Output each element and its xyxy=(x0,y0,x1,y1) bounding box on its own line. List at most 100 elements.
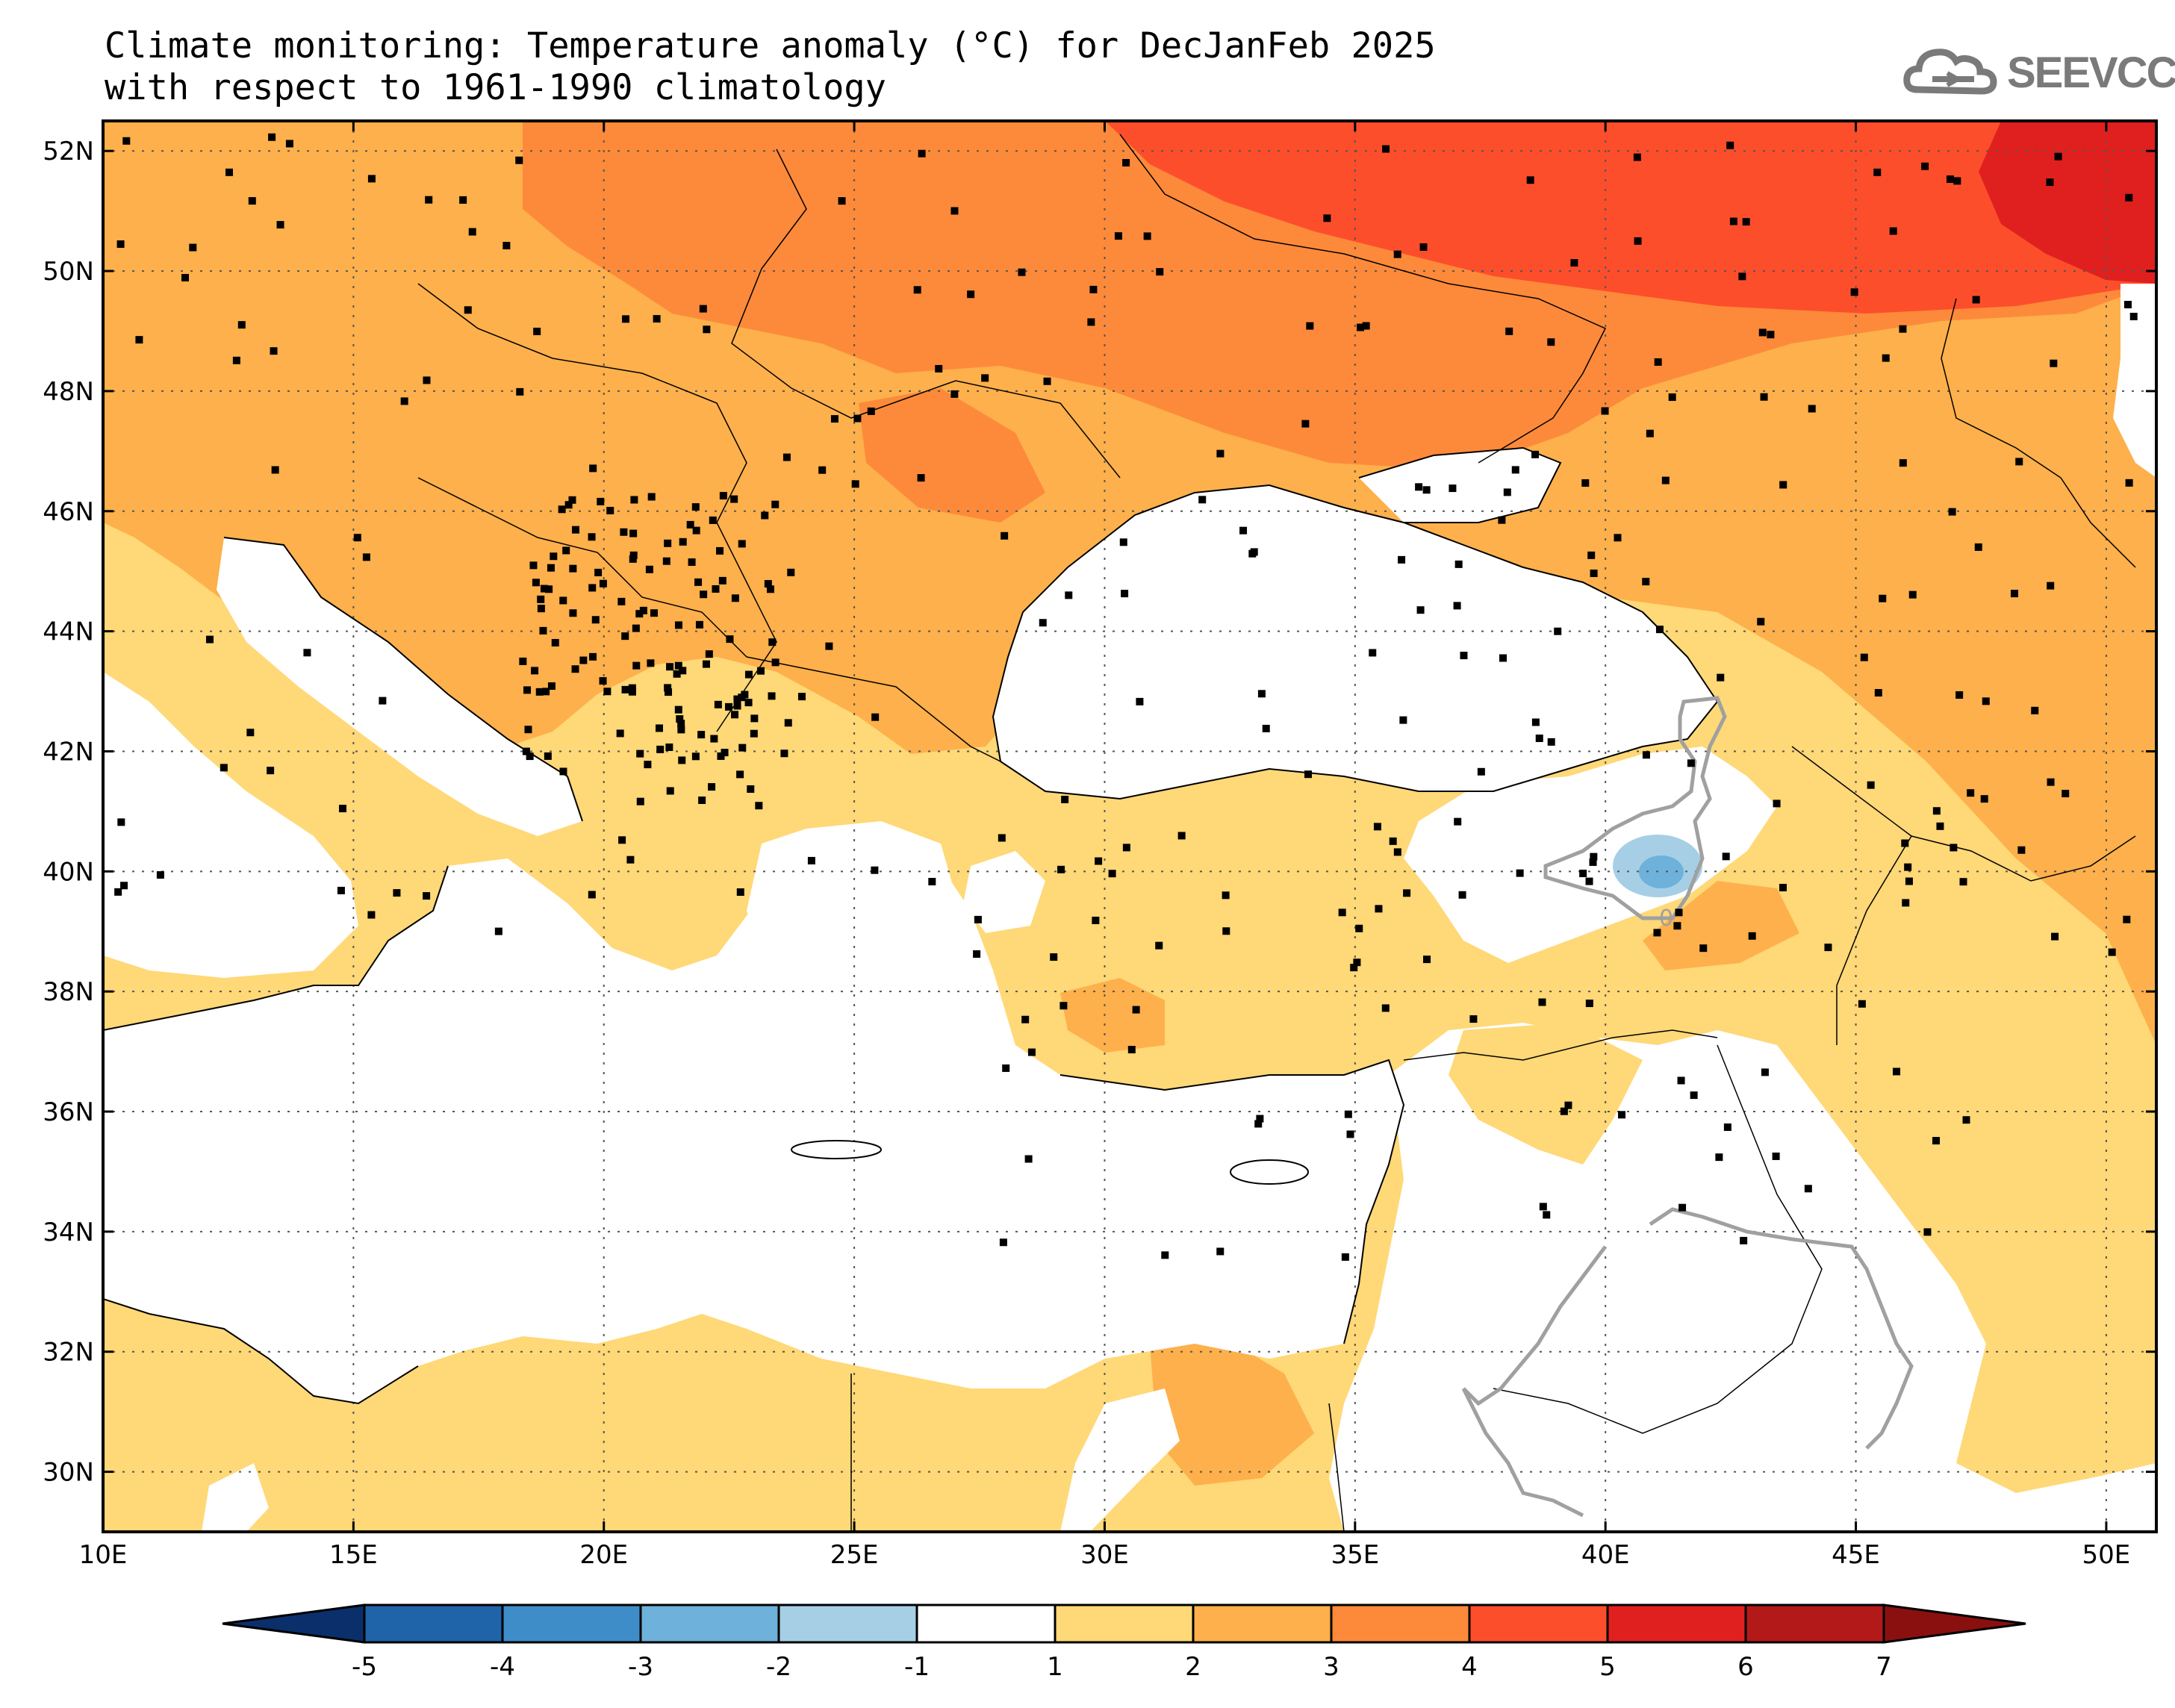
station-marker xyxy=(928,877,936,885)
station-marker xyxy=(1065,591,1073,599)
station-marker xyxy=(750,729,758,738)
station-marker xyxy=(1646,429,1654,437)
station-marker xyxy=(679,667,687,675)
station-marker xyxy=(730,495,738,503)
colorbar-box xyxy=(1330,1603,1471,1644)
station-marker xyxy=(205,635,214,643)
station-marker xyxy=(232,356,240,364)
station-marker xyxy=(1416,606,1425,614)
station-marker xyxy=(562,546,570,555)
station-marker xyxy=(1904,863,1912,871)
negative-anomaly-inner xyxy=(1639,855,1684,888)
lon-label: 30E xyxy=(1080,1540,1129,1570)
station-marker xyxy=(268,133,276,141)
station-marker xyxy=(1690,1091,1698,1100)
station-marker xyxy=(1579,870,1587,878)
station-marker xyxy=(1723,1123,1731,1131)
station-marker xyxy=(1980,795,1988,803)
station-marker xyxy=(1353,959,1361,967)
station-marker xyxy=(1677,1076,1685,1085)
colorbar-label: 6 xyxy=(1737,1652,1754,1682)
station-marker xyxy=(1399,716,1407,724)
station-marker xyxy=(1346,1130,1354,1138)
station-marker xyxy=(271,466,279,474)
station-marker xyxy=(181,273,190,281)
station-marker xyxy=(1114,232,1122,240)
station-marker xyxy=(1850,288,1858,296)
station-marker xyxy=(1967,789,1975,797)
station-marker xyxy=(744,699,753,707)
station-marker xyxy=(120,882,128,890)
station-marker xyxy=(1262,724,1270,732)
station-marker xyxy=(639,606,647,614)
station-marker xyxy=(539,626,547,635)
station-marker xyxy=(246,729,255,737)
western-anatolia-low-anomaly xyxy=(963,851,1045,933)
station-marker xyxy=(1350,964,1358,972)
anomaly-field-2-3-patch-south xyxy=(1150,1329,1314,1486)
colorbar-label: 2 xyxy=(1185,1652,1201,1682)
zero-contour xyxy=(1461,696,1914,1518)
station-marker xyxy=(1879,594,1887,602)
anomaly-field-3-4-patch-carpathian xyxy=(859,388,1045,523)
station-marker xyxy=(537,605,545,613)
station-marker xyxy=(1344,1110,1352,1118)
station-marker xyxy=(726,635,734,643)
station-marker xyxy=(1057,865,1065,873)
station-marker xyxy=(117,818,125,826)
station-marker xyxy=(379,696,387,705)
station-marker xyxy=(1222,891,1230,900)
station-marker xyxy=(1357,323,1365,331)
station-marker xyxy=(529,561,538,570)
station-marker xyxy=(709,516,717,524)
station-marker xyxy=(515,156,523,164)
station-marker xyxy=(1742,218,1750,226)
caspian-no-data xyxy=(2113,284,2156,478)
station-marker xyxy=(1921,162,1929,170)
lon-label: 45E xyxy=(1832,1540,1880,1570)
station-marker xyxy=(967,290,975,299)
station-marker xyxy=(838,197,846,205)
station-marker xyxy=(2062,790,2070,798)
station-marker xyxy=(1024,1155,1033,1163)
station-marker xyxy=(825,642,833,650)
station-marker xyxy=(1950,844,1958,852)
station-marker xyxy=(635,610,644,618)
colorbar-label: -2 xyxy=(766,1652,791,1682)
station-marker xyxy=(535,688,544,696)
station-marker xyxy=(708,783,716,791)
station-marker xyxy=(599,677,607,685)
station-marker xyxy=(524,726,532,734)
station-marker xyxy=(1614,534,1622,542)
station-marker xyxy=(547,564,555,572)
station-marker xyxy=(632,661,641,670)
station-marker xyxy=(621,632,629,640)
station-marker xyxy=(1257,690,1266,698)
station-marker xyxy=(1382,145,1390,153)
station-marker xyxy=(1560,1107,1568,1115)
station-marker xyxy=(764,580,772,588)
station-marker xyxy=(677,726,685,734)
station-marker xyxy=(797,693,806,701)
station-marker xyxy=(807,856,815,864)
station-marker xyxy=(2010,590,2018,598)
station-marker xyxy=(851,480,859,488)
station-marker xyxy=(1398,555,1406,564)
title-line-1: Climate monitoring: Temperature anomaly … xyxy=(105,25,1436,66)
station-marker xyxy=(423,892,431,900)
station-marker xyxy=(1422,486,1431,494)
station-marker xyxy=(550,552,558,561)
station-marker xyxy=(1505,327,1513,335)
station-marker xyxy=(747,785,755,793)
station-marker xyxy=(579,656,588,664)
station-marker xyxy=(691,503,700,511)
station-marker xyxy=(1143,232,1151,240)
station-marker xyxy=(1936,822,1944,830)
station-marker xyxy=(1323,214,1331,222)
station-marker xyxy=(339,805,347,813)
station-marker xyxy=(1449,484,1457,493)
lon-label: 10E xyxy=(79,1540,128,1570)
station-marker xyxy=(558,505,566,514)
station-marker xyxy=(1453,602,1461,610)
station-marker xyxy=(606,506,614,514)
